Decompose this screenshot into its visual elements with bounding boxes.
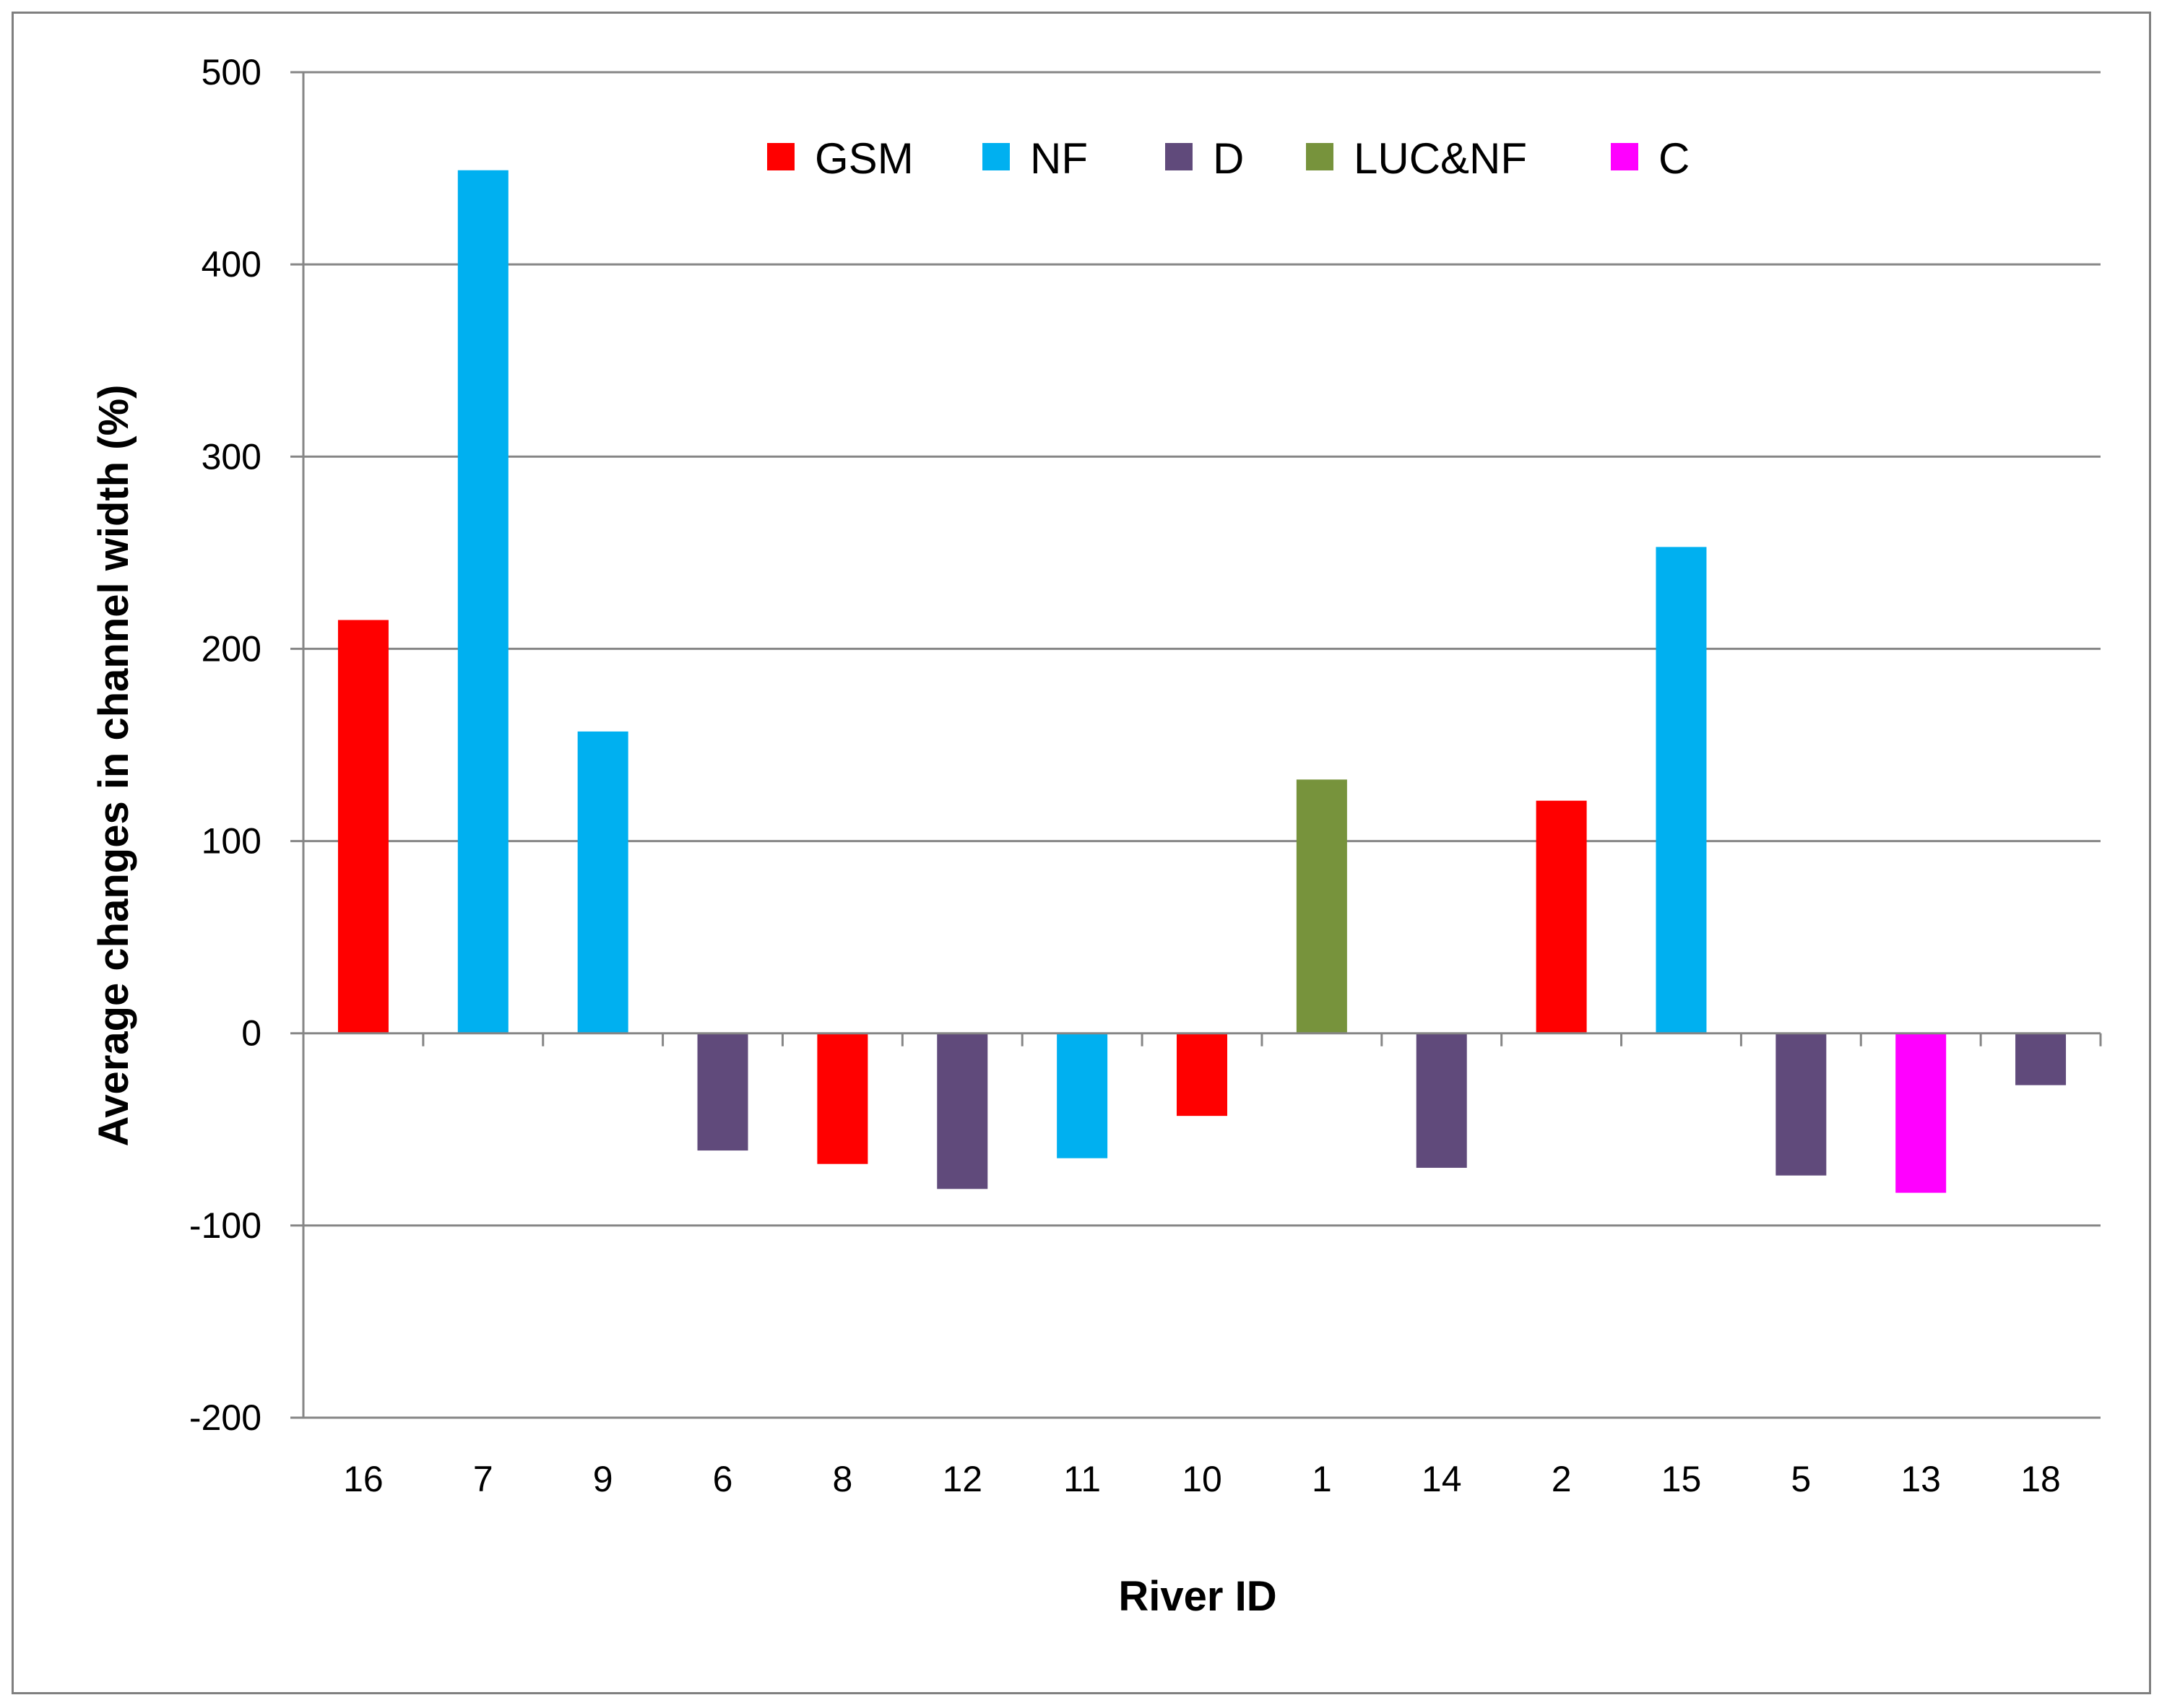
bar-river-9 <box>577 731 628 1033</box>
y-tick-labels: 500 400 300 200 100 0 -100 -200 <box>189 52 261 1438</box>
bar-river-14 <box>1416 1033 1467 1169</box>
x-tick-label: 7 <box>473 1459 493 1499</box>
bar-river-13 <box>1895 1033 1947 1193</box>
y-tick-label: 500 <box>202 52 261 92</box>
x-tick-label: 11 <box>1063 1459 1101 1499</box>
y-tick-label: -100 <box>189 1205 261 1246</box>
bar-river-10 <box>1177 1033 1227 1117</box>
legend-label: LUC&NF <box>1354 134 1527 183</box>
legend-swatch-lucnf <box>1306 143 1333 170</box>
x-tick-label: 12 <box>942 1459 982 1499</box>
bar-river-6 <box>697 1033 748 1151</box>
x-tick-labels: 16 7 9 6 8 12 11 10 1 14 2 15 5 13 18 <box>343 1459 2061 1499</box>
x-tick-label: 14 <box>1422 1459 1462 1499</box>
bar-river-7 <box>457 170 509 1033</box>
y-tick-label: 0 <box>241 1013 261 1054</box>
x-tick-label: 10 <box>1182 1459 1222 1499</box>
bar-river-16 <box>337 620 389 1033</box>
axes <box>290 71 2102 1419</box>
y-tick-label: 200 <box>202 628 261 669</box>
legend-label: C <box>1658 134 1690 183</box>
y-axis-title: Average changes in channel width (%) <box>90 385 137 1147</box>
bar-river-8 <box>817 1033 868 1164</box>
x-axis-title: River ID <box>1118 1573 1276 1620</box>
x-tick-label: 2 <box>1552 1459 1572 1499</box>
x-tick-label: 13 <box>1900 1459 1941 1499</box>
bar-river-11 <box>1057 1033 1108 1158</box>
legend-swatch-c <box>1611 143 1638 170</box>
bar-river-2 <box>1536 800 1587 1033</box>
x-tick-label: 18 <box>2020 1459 2061 1499</box>
bar-river-1 <box>1296 779 1347 1033</box>
bars <box>337 170 2067 1193</box>
y-tick-label: 100 <box>202 821 261 862</box>
legend-swatch-d <box>1165 143 1193 170</box>
legend-label: GSM <box>815 134 914 183</box>
bar-river-12 <box>937 1033 988 1189</box>
x-tick-label: 5 <box>1791 1459 1811 1499</box>
gridlines <box>303 71 2101 1419</box>
x-tick-label: 9 <box>593 1459 613 1499</box>
bar-river-15 <box>1656 547 1707 1033</box>
y-tick-label: 300 <box>202 436 261 477</box>
x-tick-label: 6 <box>713 1459 733 1499</box>
x-tick-label: 1 <box>1312 1459 1332 1499</box>
bar-river-18 <box>2015 1033 2067 1085</box>
y-tick-label: -200 <box>189 1397 261 1438</box>
legend: GSM NF D LUC&NF C <box>767 134 1690 183</box>
x-tick-label: 16 <box>343 1459 384 1499</box>
legend-label: D <box>1213 134 1244 183</box>
bar-river-5 <box>1775 1033 1827 1176</box>
x-tick-label: 15 <box>1661 1459 1702 1499</box>
legend-swatch-gsm <box>767 143 795 170</box>
y-tick-label: 400 <box>202 244 261 285</box>
legend-label: NF <box>1030 134 1088 183</box>
x-tick-label: 8 <box>832 1459 852 1499</box>
legend-swatch-nf <box>982 143 1010 170</box>
